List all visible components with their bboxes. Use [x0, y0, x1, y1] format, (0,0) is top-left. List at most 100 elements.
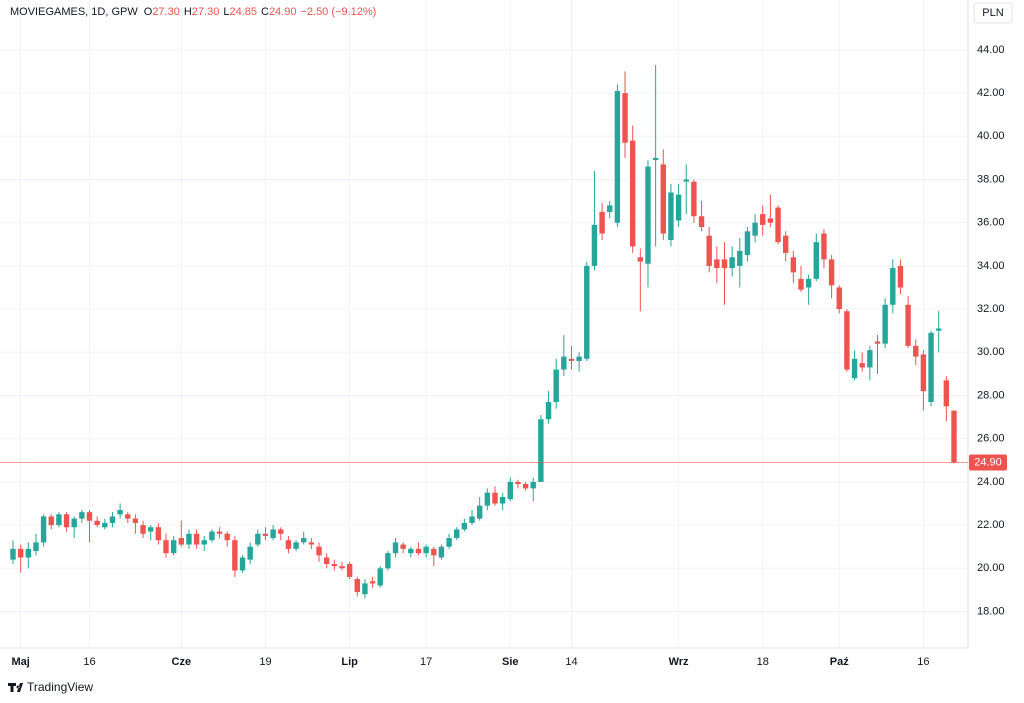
- candle-body: [691, 181, 697, 217]
- ohlc-value: 24.90: [269, 6, 297, 18]
- candle-body: [538, 419, 544, 482]
- candle-body: [109, 516, 116, 523]
- y-tick-label: 22.00: [977, 519, 1005, 531]
- candle-body: [102, 522, 108, 528]
- candle-body: [278, 529, 284, 534]
- y-tick-label: 40.00: [977, 130, 1005, 142]
- x-tick-label: 14: [565, 656, 577, 668]
- ohlc-value: 27.30: [192, 6, 220, 18]
- candle-body: [476, 505, 483, 519]
- candle-body: [805, 278, 812, 288]
- candle-body: [331, 563, 338, 567]
- candle-body: [821, 233, 827, 260]
- candle-body: [301, 538, 307, 543]
- x-tick-label: 16: [83, 656, 95, 668]
- candle-body: [568, 358, 575, 361]
- candle-body: [729, 257, 735, 269]
- y-tick-label: 34.00: [977, 260, 1005, 272]
- candle-body: [155, 527, 162, 541]
- candle-body: [10, 548, 16, 560]
- candle-body: [25, 548, 32, 558]
- candle-body: [859, 363, 865, 368]
- y-tick-label: 20.00: [977, 562, 1005, 574]
- ohlc-value: 24.85: [229, 6, 257, 18]
- candle-body: [346, 563, 353, 577]
- candle-body: [706, 235, 712, 266]
- candle-body: [186, 533, 192, 545]
- candle-body: [446, 538, 452, 547]
- candle-body: [308, 542, 315, 545]
- y-tick-label: 26.00: [977, 433, 1005, 445]
- logo: TradingView: [8, 680, 93, 694]
- candle-body: [798, 278, 804, 290]
- logo-icon: [8, 683, 23, 692]
- candle-body: [239, 557, 246, 571]
- candle-body: [262, 533, 269, 536]
- candle-body: [438, 546, 445, 558]
- candle-body: [178, 538, 185, 545]
- candle-body: [767, 218, 774, 223]
- candle-body: [48, 516, 54, 526]
- y-tick-label: 28.00: [977, 389, 1005, 401]
- candle-body: [33, 542, 39, 552]
- candle-body: [522, 484, 529, 489]
- last-price-label: 24.90: [974, 456, 1002, 468]
- candle-body: [454, 529, 460, 539]
- candle-body: [890, 268, 896, 305]
- candle-body: [599, 211, 605, 234]
- ohlc-label: C: [261, 6, 269, 18]
- candle-body: [790, 257, 797, 273]
- candle-body: [499, 497, 506, 504]
- candle-body: [255, 533, 261, 545]
- candle-body: [905, 304, 911, 346]
- candle-body: [920, 354, 927, 392]
- candle-body: [270, 529, 276, 539]
- candle-body: [928, 332, 934, 402]
- candle-body: [775, 207, 781, 243]
- x-tick-label: Paź: [830, 656, 849, 668]
- x-tick-label: Wrz: [669, 656, 689, 668]
- candle-body: [170, 540, 177, 554]
- y-tick-label: 18.00: [977, 605, 1005, 617]
- candle-body: [423, 546, 429, 554]
- candle-body: [897, 265, 904, 288]
- candle-body: [645, 166, 651, 264]
- candle-body: [79, 512, 85, 519]
- candle-body: [561, 356, 567, 370]
- candle-body: [193, 533, 200, 545]
- candle-body: [163, 540, 169, 554]
- candle-body: [874, 341, 881, 344]
- candle-body: [323, 557, 330, 564]
- candle-body: [94, 520, 100, 526]
- candle-body: [851, 358, 858, 379]
- candle-body: [828, 259, 835, 286]
- candle-body: [293, 542, 299, 549]
- candle-body: [201, 540, 207, 545]
- candle-body: [40, 516, 47, 543]
- candle-body: [553, 369, 559, 402]
- y-tick-label: 38.00: [977, 173, 1005, 185]
- candle-body: [400, 544, 406, 549]
- candle-body: [943, 380, 950, 407]
- symbol: MOVIEGAMES, 1D, GPW: [10, 6, 138, 18]
- candle-body: [469, 516, 475, 523]
- ohlc-label: L: [223, 6, 229, 18]
- candle-body: [591, 224, 598, 266]
- candle-body: [117, 509, 123, 515]
- plot-area: [0, 0, 968, 648]
- x-tick-label: 16: [917, 656, 929, 668]
- candle-body: [461, 522, 468, 530]
- candle-body: [285, 540, 292, 549]
- candle-body: [63, 514, 70, 528]
- candle-body: [607, 205, 613, 212]
- candle-body: [668, 192, 674, 240]
- y-tick-label: 44.00: [977, 44, 1005, 56]
- candle-body: [813, 242, 819, 279]
- legend-header: MOVIEGAMES, 1D, GPW O27.30 H27.30 L24.85 C24…: [10, 6, 376, 18]
- currency-button[interactable]: [973, 2, 1013, 24]
- currency-label[interactable]: PLN: [982, 7, 1003, 19]
- ohlc-label: O: [144, 6, 153, 18]
